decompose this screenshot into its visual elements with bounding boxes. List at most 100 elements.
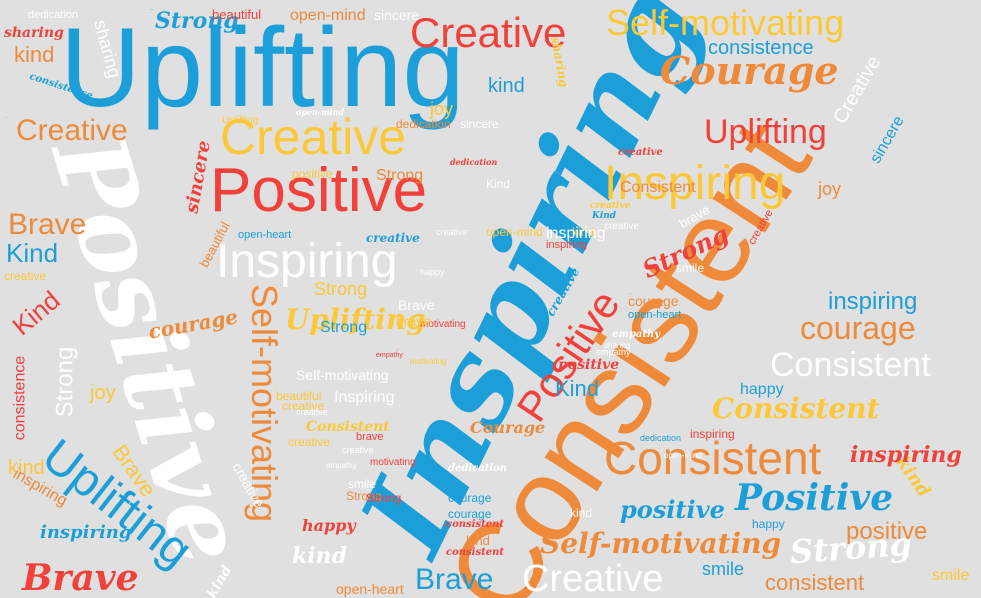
word: Self-motivating [540, 527, 782, 560]
word: Uplifting [285, 303, 426, 336]
word: creative [296, 407, 328, 417]
word: positive [620, 495, 725, 524]
word: Kind [486, 177, 511, 191]
word: smile [880, 560, 883, 561]
word: courage [800, 310, 916, 346]
word: brave [682, 226, 685, 227]
word: creative [4, 269, 47, 283]
word: creative [342, 445, 374, 455]
word: creative [436, 227, 468, 237]
word: Brave [415, 563, 494, 596]
word: Kind [555, 376, 600, 401]
word: consistence [708, 37, 814, 59]
word: motivating [370, 457, 416, 468]
word: empathy [596, 347, 631, 357]
word: open-heart [336, 581, 404, 597]
word: Creative [410, 9, 567, 56]
word: happy [302, 516, 356, 535]
word: empathy [326, 461, 357, 470]
word: Inspiring [334, 389, 395, 406]
word: courage [448, 491, 492, 505]
word: inspiring [850, 442, 962, 468]
word: consistent [446, 519, 504, 530]
word: Uplifting [704, 113, 827, 151]
word: Strong [314, 279, 368, 299]
word: brave [396, 313, 432, 329]
word: brave [356, 431, 384, 443]
word: creative [618, 147, 663, 158]
word: Consistent [620, 179, 696, 196]
word: Kind [6, 284, 66, 342]
word: empathy [612, 329, 661, 340]
word: Creative [420, 570, 424, 571]
word: consistent [586, 202, 591, 203]
word: Positive [210, 156, 428, 225]
word: Strong [346, 489, 382, 503]
word: motivating [350, 468, 355, 469]
word: motivating [420, 319, 466, 330]
word: open-heart [628, 309, 682, 321]
word: smile [676, 261, 705, 275]
word: consistent [446, 547, 504, 558]
word: Consistent [770, 346, 931, 384]
word: creative [604, 221, 640, 232]
word: kind [292, 543, 347, 569]
word: open-mind [296, 107, 345, 117]
word: open-heart [238, 229, 292, 241]
word: kind [8, 457, 45, 479]
word: positive [292, 167, 333, 181]
word: Courage [660, 48, 839, 93]
word: Consistent [604, 432, 822, 484]
word: creative [590, 201, 631, 211]
word: joy [818, 179, 842, 199]
word: consistent [765, 570, 865, 595]
word: consistence [604, 222, 610, 223]
word: smile [702, 559, 745, 579]
word: Strong [155, 8, 239, 34]
word: kind [14, 42, 55, 67]
word: open-mind [290, 7, 366, 24]
word: Uplifting [60, 5, 465, 130]
word: positive [558, 357, 620, 373]
word: inspiring [690, 427, 735, 441]
word: Inspiring [216, 235, 398, 288]
word: open-mind [4, 118, 9, 119]
word: Strong [366, 491, 402, 505]
word: kind [488, 75, 525, 97]
word: Self-motivating [296, 367, 389, 383]
word: Courage [470, 418, 546, 437]
word: open-mind [664, 451, 702, 460]
word: inspiring [546, 225, 606, 242]
word: Brave [398, 297, 435, 313]
word: open-mind [486, 225, 543, 239]
word: happy [428, 268, 431, 269]
word: Creative [16, 114, 128, 147]
word: Consistent [712, 392, 880, 425]
word: happy [740, 381, 784, 398]
word: kind [570, 506, 593, 520]
word: sincere [867, 113, 908, 167]
word: Inspiring [604, 157, 786, 210]
word: Strong [51, 346, 79, 418]
word: joy [436, 124, 438, 125]
word: dedication [396, 117, 451, 131]
word: Consistent [306, 419, 390, 435]
word: Kind [592, 211, 617, 221]
word: happy [420, 267, 445, 277]
word: beautiful [276, 389, 322, 403]
word: Kind [488, 180, 491, 181]
word: joy [430, 99, 454, 119]
word: motivating [410, 357, 447, 366]
word: positive [846, 518, 928, 545]
word: Positive [735, 477, 894, 519]
word: inspiring [828, 288, 918, 315]
word: consistence [11, 355, 29, 441]
word: happy [580, 372, 583, 373]
word: courage [448, 507, 492, 521]
word: beautiful [274, 388, 278, 389]
word: inspiring [546, 239, 587, 251]
word: dedication [448, 463, 508, 474]
word: sharing [604, 341, 631, 350]
word: Brave [8, 208, 87, 241]
word: Strong [376, 167, 424, 184]
